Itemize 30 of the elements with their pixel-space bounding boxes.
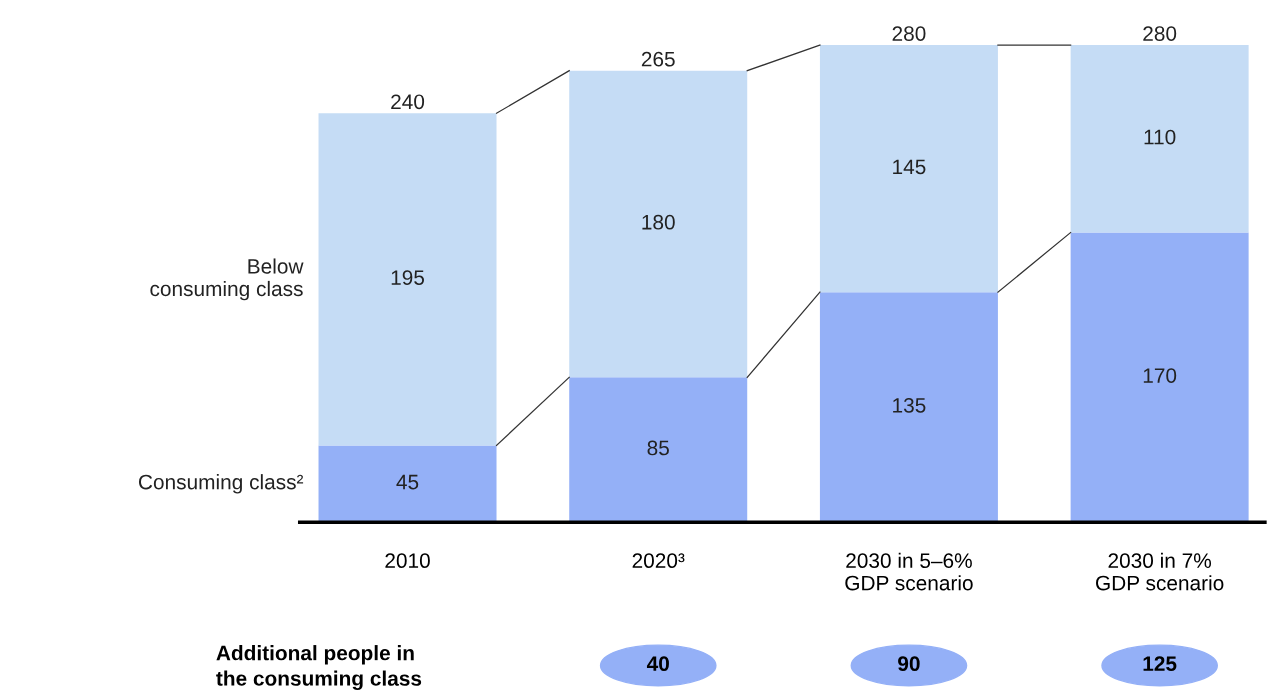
- bar: [569, 70, 748, 378]
- x-tick-label: 2030 in 7% GDP scenario: [1096, 552, 1224, 591]
- data-label: 135: [893, 397, 926, 413]
- total-label: 265: [641, 51, 675, 67]
- x-tick-label: 2030 in 5–6% GDP scenario: [845, 552, 973, 591]
- text: 40: [646, 656, 669, 672]
- bar: [1070, 45, 1249, 233]
- data-label: 145: [893, 159, 926, 175]
- bar: [318, 445, 497, 523]
- text: 125: [1143, 656, 1177, 672]
- total-label: 240: [391, 94, 425, 110]
- bar: [819, 292, 998, 523]
- text: Additional people in the consuming class: [216, 645, 422, 691]
- bar: [819, 45, 998, 293]
- data-label: 45: [396, 474, 419, 490]
- data-label: 85: [647, 440, 669, 456]
- bar: [318, 113, 497, 446]
- bar: [1070, 232, 1249, 523]
- data-label: 195: [391, 270, 425, 285]
- series-label: Consuming class²: [138, 474, 304, 494]
- text: 90: [898, 656, 920, 672]
- data-label: 110: [1144, 129, 1176, 145]
- data-label: 180: [642, 214, 675, 230]
- data-label: 170: [1143, 368, 1177, 383]
- x-tick-label: 2010: [385, 553, 430, 569]
- total-label: 280: [1143, 26, 1177, 41]
- bar: [569, 377, 748, 523]
- total-label: 280: [892, 26, 926, 41]
- series-label: Below consuming class: [150, 258, 304, 301]
- x-tick-label: 2020³: [632, 553, 685, 569]
